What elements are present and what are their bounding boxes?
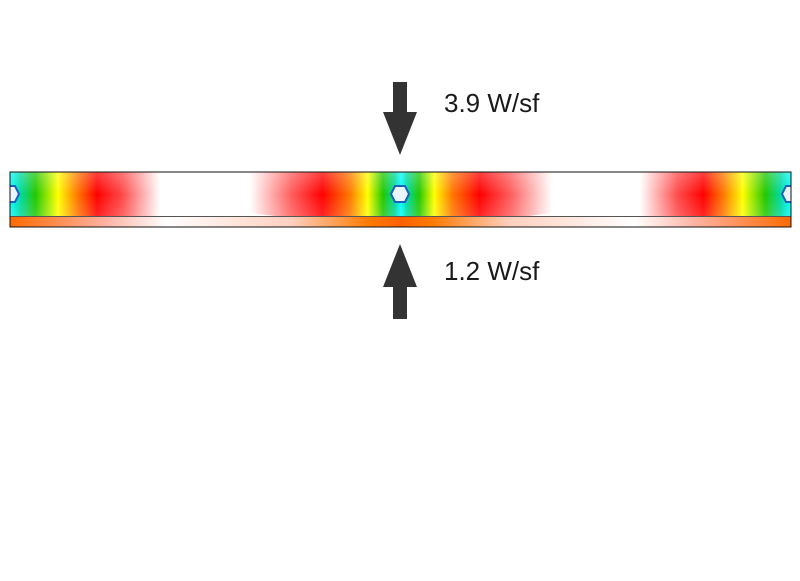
- up-arrow-icon: [383, 244, 417, 319]
- slab-bottom-layer: [10, 217, 791, 227]
- down-arrow-icon: [383, 82, 417, 155]
- pipe-right-edge: [780, 185, 791, 203]
- pipe-center: [389, 185, 411, 203]
- pipe-left-edge: [10, 185, 21, 203]
- slab: [10, 172, 791, 227]
- slab-outline: [9, 171, 792, 228]
- bottom-heat-flux-label: 1.2 W/sf: [444, 256, 540, 286]
- top-heat-flux-label: 3.9 W/sf: [444, 88, 540, 118]
